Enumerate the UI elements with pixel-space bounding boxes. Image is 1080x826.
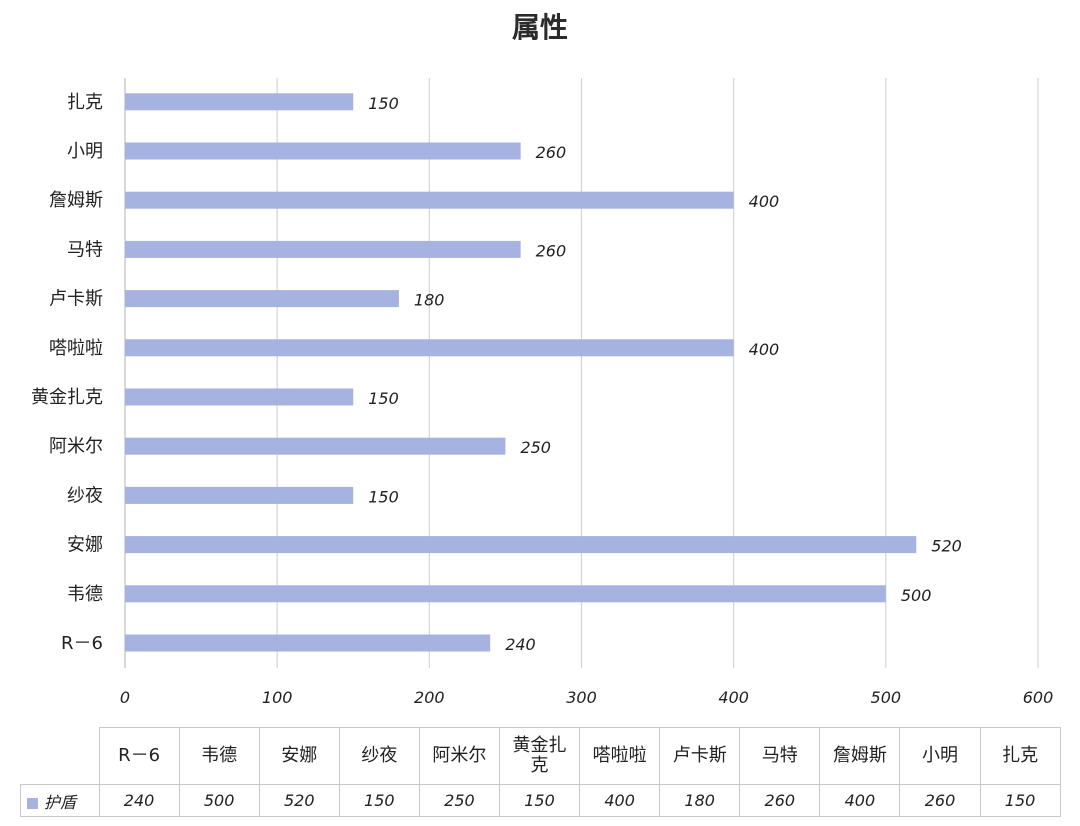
data-label: 400 [749,192,780,211]
table-header-cell: 小明 [899,727,981,785]
table-header-cell: 嗒啦啦 [579,727,661,785]
category-label: 小明 [67,141,103,162]
x-tick-label: 300 [566,688,597,707]
table-value-cell: 250 [418,784,500,817]
category-label: R－6 [61,633,103,654]
series-name: 护盾 [44,792,77,812]
table-corner [20,727,100,785]
table-value-cell: 150 [979,784,1061,817]
table-header-cell: 安娜 [258,727,340,785]
x-tick-label: 400 [718,688,749,707]
table-value-row: 护盾 240 500 520 150 250 150 400 180 260 400 260 150 [20,784,1061,817]
data-label: 400 [749,340,780,359]
data-label: 260 [536,143,567,162]
table-header-cell: 阿米尔 [418,727,500,785]
x-tick-label: 500 [871,688,902,707]
x-tick-label: 200 [414,688,445,707]
table-header-cell: 卢卡斯 [659,727,741,785]
data-label: 500 [901,586,932,605]
category-label: 纱夜 [67,485,103,506]
table-value-cell: 400 [819,784,901,817]
bar [125,536,917,554]
data-table: R－6 韦德 安娜 纱夜 阿米尔 黄金扎克嗒啦啦 卢卡斯 马特 詹姆斯 小明 扎克 护盾 240 50… [20,727,1061,817]
category-label: 嗒啦啦 [49,338,103,359]
labels: 0 100 200 300 400 500 600 R－6 240 韦德 500 安娜 520 纱夜 150… [31,92,1053,707]
category-label: 黄金扎克 [31,387,103,408]
gridlines [124,78,1039,668]
table-series-cell: 护盾 [20,784,100,817]
table-header-cell: 马特 [739,727,821,785]
bar [125,290,399,308]
table-value-cell: 260 [739,784,821,817]
table-value-cell: 180 [659,784,741,817]
category-label: 卢卡斯 [49,289,103,310]
data-label: 260 [536,241,567,260]
bar [125,585,886,603]
bar [125,486,354,504]
legend-swatch [27,797,38,809]
bar [125,191,734,209]
table-header-cell: 詹姆斯 [819,727,901,785]
x-tick-label: 0 [120,688,130,707]
data-label: 150 [368,389,399,408]
bar [125,437,506,455]
table-header-cell: 韦德 [178,727,260,785]
table-value-cell: 500 [178,784,260,817]
table-value-cell: 150 [498,784,581,817]
bar [125,339,734,357]
data-label: 250 [520,438,551,457]
table-value-cell: 520 [258,784,340,817]
bars [125,93,917,652]
category-label: 阿米尔 [49,436,103,457]
table-header-cell: 扎克 [979,727,1061,785]
category-label: 安娜 [67,535,103,556]
bar [125,388,354,406]
table-value-cell: 150 [338,784,420,817]
chart-title: 属性 [511,11,568,44]
data-label: 150 [368,94,399,113]
table-header-cell: R－6 [98,727,180,785]
table-header-cell: 纱夜 [338,727,420,785]
category-label: 扎克 [67,92,103,113]
x-tick-label: 100 [262,688,293,707]
bar [125,240,521,258]
table-value-cell: 400 [579,784,661,817]
table-header-row: R－6 韦德 安娜 纱夜 阿米尔 黄金扎克嗒啦啦 卢卡斯 马特 詹姆斯 小明 扎克 [20,727,1061,785]
x-tick-label: 600 [1023,688,1054,707]
table-value-cell: 240 [98,784,180,817]
bar [125,634,491,652]
data-label: 180 [414,291,445,310]
category-label: 詹姆斯 [49,190,103,211]
bar-chart: 0 100 200 300 400 500 600 R－6 240 韦德 500 安娜 520 纱夜 150… [31,78,1053,707]
bar [125,93,354,111]
data-label: 240 [505,635,536,654]
data-label: 150 [368,487,399,506]
table-header-cell: 黄金扎克 [498,727,581,785]
bar [125,142,521,160]
data-label: 520 [931,537,962,556]
table-value-cell: 260 [899,784,981,817]
category-label: 韦德 [67,584,103,605]
category-label: 马特 [67,239,103,260]
